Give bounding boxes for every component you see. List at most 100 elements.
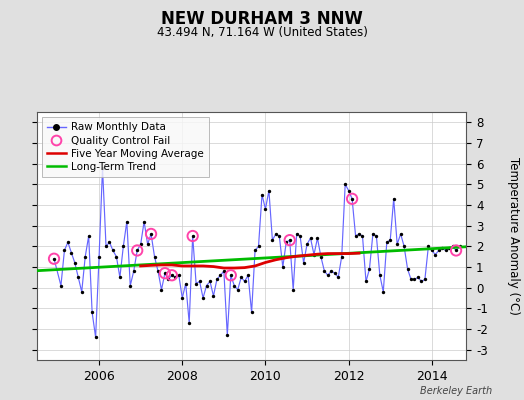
Point xyxy=(171,274,180,280)
Point xyxy=(168,272,176,278)
Point xyxy=(286,237,294,243)
Point xyxy=(230,282,238,289)
Point xyxy=(358,233,367,239)
Point xyxy=(286,237,294,243)
Point xyxy=(64,239,72,245)
Point xyxy=(316,254,325,260)
Point xyxy=(81,254,90,260)
Point xyxy=(282,239,290,245)
Point xyxy=(247,309,256,316)
Point xyxy=(223,332,232,338)
Point xyxy=(189,233,197,239)
Point xyxy=(386,237,395,243)
Point xyxy=(334,274,343,280)
Point xyxy=(407,276,415,282)
Point xyxy=(452,247,460,254)
Point xyxy=(379,289,387,295)
Point xyxy=(123,218,131,225)
Point xyxy=(57,282,65,289)
Point xyxy=(352,233,360,239)
Point xyxy=(393,241,401,248)
Point xyxy=(369,231,377,237)
Point xyxy=(91,334,100,340)
Point xyxy=(161,270,169,276)
Point xyxy=(147,231,155,237)
Point xyxy=(150,254,159,260)
Point xyxy=(241,278,249,285)
Point xyxy=(289,286,298,293)
Point xyxy=(341,181,350,188)
Point xyxy=(74,274,82,280)
Point xyxy=(303,241,311,248)
Point xyxy=(431,252,440,258)
Point xyxy=(434,247,443,254)
Point xyxy=(296,233,304,239)
Point xyxy=(192,280,200,287)
Point xyxy=(154,268,162,274)
Point xyxy=(119,243,127,250)
Point xyxy=(157,286,166,293)
Point xyxy=(126,282,135,289)
Point xyxy=(60,247,69,254)
Point xyxy=(455,243,464,250)
Point xyxy=(271,231,280,237)
Point xyxy=(261,206,270,212)
Point xyxy=(213,276,221,282)
Point xyxy=(105,239,114,245)
Point xyxy=(185,320,193,326)
Point xyxy=(95,254,103,260)
Point xyxy=(324,272,332,278)
Point xyxy=(112,254,121,260)
Point xyxy=(144,241,152,248)
Point xyxy=(226,272,235,278)
Point xyxy=(331,270,339,276)
Point xyxy=(50,256,58,262)
Point xyxy=(251,247,259,254)
Point xyxy=(442,247,450,254)
Point xyxy=(133,247,141,254)
Point xyxy=(178,295,187,301)
Text: Berkeley Earth: Berkeley Earth xyxy=(420,386,493,396)
Point xyxy=(383,239,391,245)
Point xyxy=(410,276,419,282)
Point xyxy=(174,272,183,278)
Point xyxy=(299,260,308,266)
Point xyxy=(202,282,211,289)
Point xyxy=(344,187,353,194)
Point xyxy=(136,241,145,248)
Point xyxy=(320,268,329,274)
Point xyxy=(220,268,228,274)
Point xyxy=(327,268,335,274)
Point xyxy=(313,235,322,241)
Point xyxy=(400,243,408,250)
Text: 43.494 N, 71.164 W (United States): 43.494 N, 71.164 W (United States) xyxy=(157,26,367,39)
Point xyxy=(164,276,172,282)
Point xyxy=(78,289,86,295)
Point xyxy=(88,309,96,316)
Point xyxy=(348,196,356,202)
Point xyxy=(348,196,356,202)
Point xyxy=(109,247,117,254)
Point xyxy=(376,272,384,278)
Point xyxy=(417,278,425,285)
Point xyxy=(389,196,398,202)
Y-axis label: Temperature Anomaly (°C): Temperature Anomaly (°C) xyxy=(507,157,520,315)
Point xyxy=(209,293,217,299)
Point xyxy=(310,252,318,258)
Point xyxy=(337,254,346,260)
Point xyxy=(403,266,412,272)
Point xyxy=(168,272,176,278)
Point xyxy=(189,233,197,239)
Point xyxy=(445,245,453,252)
Point xyxy=(216,272,225,278)
Point xyxy=(237,274,245,280)
Point xyxy=(226,272,235,278)
Point xyxy=(452,247,460,254)
Point xyxy=(355,231,363,237)
Point xyxy=(161,270,169,276)
Point xyxy=(438,245,446,252)
Point xyxy=(234,286,242,293)
Point xyxy=(140,218,148,225)
Point xyxy=(71,260,79,266)
Legend: Raw Monthly Data, Quality Control Fail, Five Year Moving Average, Long-Term Tren: Raw Monthly Data, Quality Control Fail, … xyxy=(42,117,209,177)
